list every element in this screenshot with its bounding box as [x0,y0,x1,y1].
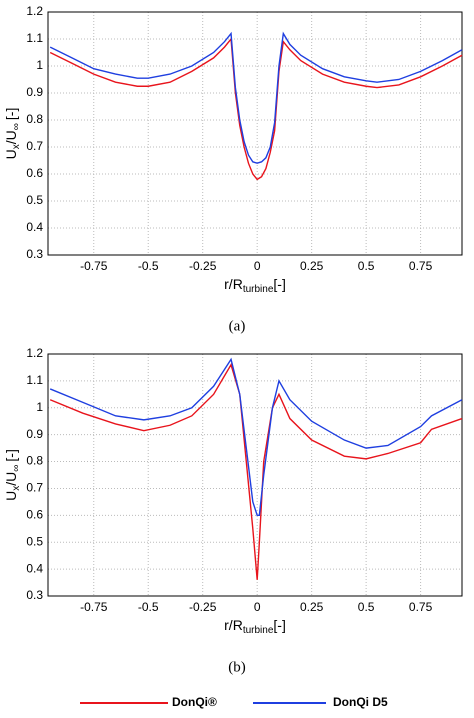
y-tick-label: 0.8 [26,112,43,126]
x-tick-label: 0 [254,600,261,614]
y-tick-label: 1.1 [26,31,43,45]
y-tick-label: 0.9 [26,85,43,99]
y-tick-label: 0.5 [26,193,43,207]
label-sub: turbine [243,625,274,636]
y-tick-label: 0.4 [26,220,43,234]
series-line [49,363,463,580]
series-line [49,357,463,517]
label-part: [-] [3,108,19,120]
legend-label: DonQi® [172,695,217,709]
plot-frame [47,353,463,597]
caption: (b) [228,659,246,675]
label-part: U [3,149,19,159]
x-tick-label: -0.5 [138,259,159,273]
y-tick-label: 0.7 [26,481,43,495]
x-tick-label: -0.25 [189,259,217,273]
y-tick-label: 1.2 [26,4,43,18]
x-tick-label: -0.75 [80,259,108,273]
y-tick-label: 0.3 [26,247,43,261]
y-tick-label: 0.6 [26,166,43,180]
y-axis-label: Ux/U∞ [-] [3,108,22,160]
label-part: [-] [273,276,285,292]
x-tick-label: 0.75 [409,600,433,614]
legend-label: DonQi D5 [333,695,388,709]
x-tick-label: 0.5 [358,259,375,273]
x-tick-label: -0.5 [138,600,159,614]
y-tick-label: 1 [36,400,43,414]
label-part: [-] [3,449,19,461]
y-tick-label: 0.8 [26,454,43,468]
y-tick-label: 0.6 [26,508,43,522]
y-tick-label: 0.3 [26,588,43,602]
y-tick-label: 0.7 [26,139,43,153]
x-axis-label: r/Rturbine[-] [224,276,286,295]
label-part: /U [3,472,19,486]
series-line [49,37,463,181]
x-tick-label: 0.5 [358,600,375,614]
label-part: r/R [224,276,243,292]
label-part: r/R [224,617,243,633]
label-part: [-] [273,617,285,633]
x-tick-label: -0.75 [80,600,108,614]
y-tick-label: 0.4 [26,561,43,575]
label-sub: turbine [243,284,274,295]
label-sub: x [11,486,22,491]
x-tick-label: 0.75 [409,259,433,273]
label-sub: ∞ [11,123,22,130]
label-part: /U [3,130,19,144]
y-tick-label: 1 [36,58,43,72]
y-tick-label: 1.2 [26,346,43,360]
caption: (a) [229,318,246,334]
label-part: U [3,491,19,501]
x-tick-label: 0.25 [300,259,324,273]
y-tick-label: 0.9 [26,427,43,441]
series-line [49,31,463,164]
x-axis-label: r/Rturbine[-] [224,617,286,636]
x-tick-label: 0.25 [300,600,324,614]
label-sub: ∞ [11,465,22,472]
y-tick-label: 0.5 [26,534,43,548]
plot-frame [47,11,463,256]
x-tick-label: -0.25 [189,600,217,614]
y-tick-label: 1.1 [26,373,43,387]
y-axis-label: Ux/U∞ [-] [3,449,22,501]
label-sub: x [11,144,22,149]
x-tick-label: 0 [254,259,261,273]
